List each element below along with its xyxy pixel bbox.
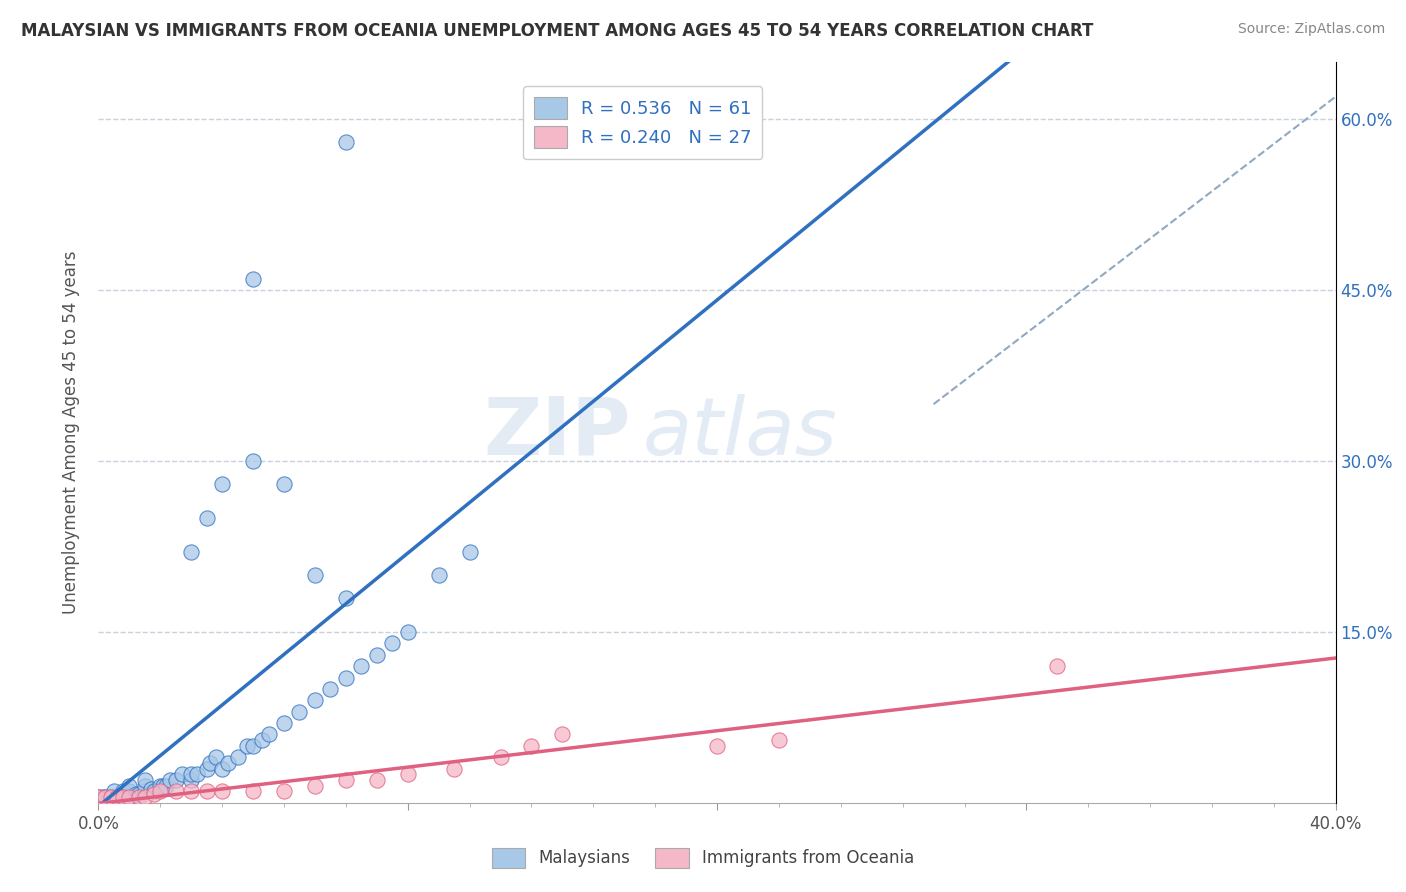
Point — [211, 762, 233, 776]
Point — [143, 784, 166, 798]
Text: MALAYSIAN VS IMMIGRANTS FROM OCEANIA UNEMPLOYMENT AMONG AGES 45 TO 54 YEARS CORR: MALAYSIAN VS IMMIGRANTS FROM OCEANIA UNE… — [21, 22, 1094, 40]
Point — [226, 750, 249, 764]
Point — [242, 454, 264, 468]
Point — [90, 790, 112, 805]
Point — [217, 756, 239, 770]
Point — [242, 784, 264, 798]
Point — [128, 790, 150, 805]
Text: ZIP: ZIP — [484, 393, 630, 472]
Point — [180, 767, 202, 781]
Point — [304, 568, 326, 582]
Point — [458, 545, 481, 559]
Point — [118, 779, 141, 793]
Point — [100, 790, 122, 805]
Point — [335, 772, 357, 787]
Point — [115, 790, 138, 805]
Point — [288, 705, 311, 719]
Point — [134, 790, 156, 805]
Point — [273, 476, 295, 491]
Point — [520, 739, 543, 753]
Point — [149, 784, 172, 798]
Point — [304, 779, 326, 793]
Point — [350, 659, 373, 673]
Point — [1046, 659, 1069, 673]
Point — [93, 790, 115, 805]
Point — [118, 784, 141, 798]
Point — [143, 787, 166, 801]
Point — [443, 762, 465, 776]
Point — [551, 727, 574, 741]
Point — [366, 648, 388, 662]
Point — [128, 787, 150, 801]
Point — [112, 790, 135, 805]
Point — [100, 790, 122, 805]
Point — [180, 545, 202, 559]
Point — [366, 772, 388, 787]
Point — [105, 790, 128, 805]
Point — [180, 772, 202, 787]
Point — [112, 784, 135, 798]
Point — [112, 790, 135, 805]
Point — [103, 784, 125, 798]
Point — [134, 784, 156, 798]
Point — [236, 739, 259, 753]
Point — [706, 739, 728, 753]
Point — [103, 790, 125, 805]
Point — [170, 767, 193, 781]
Legend: R = 0.536   N = 61, R = 0.240   N = 27: R = 0.536 N = 61, R = 0.240 N = 27 — [523, 87, 762, 159]
Point — [195, 762, 218, 776]
Point — [768, 733, 790, 747]
Point — [242, 739, 264, 753]
Point — [155, 779, 177, 793]
Point — [257, 727, 280, 741]
Point — [134, 772, 156, 787]
Point — [211, 476, 233, 491]
Point — [242, 272, 264, 286]
Point — [205, 750, 228, 764]
Point — [87, 790, 110, 805]
Point — [319, 681, 342, 696]
Point — [304, 693, 326, 707]
Point — [273, 784, 295, 798]
Point — [427, 568, 450, 582]
Point — [105, 790, 128, 805]
Point — [118, 790, 141, 805]
Point — [186, 767, 208, 781]
Point — [165, 772, 187, 787]
Point — [489, 750, 512, 764]
Text: Source: ZipAtlas.com: Source: ZipAtlas.com — [1237, 22, 1385, 37]
Point — [97, 790, 120, 805]
Legend: Malaysians, Immigrants from Oceania: Malaysians, Immigrants from Oceania — [485, 841, 921, 875]
Point — [335, 591, 357, 605]
Point — [335, 135, 357, 149]
Point — [252, 733, 274, 747]
Point — [396, 624, 419, 639]
Point — [195, 784, 218, 798]
Point — [211, 784, 233, 798]
Point — [134, 779, 156, 793]
Point — [93, 790, 115, 805]
Point — [195, 511, 218, 525]
Point — [139, 782, 162, 797]
Point — [152, 779, 174, 793]
Point — [149, 779, 172, 793]
Point — [396, 767, 419, 781]
Point — [87, 790, 110, 805]
Point — [124, 787, 146, 801]
Point — [159, 772, 181, 787]
Point — [180, 784, 202, 798]
Point — [108, 790, 131, 805]
Y-axis label: Unemployment Among Ages 45 to 54 years: Unemployment Among Ages 45 to 54 years — [62, 251, 80, 615]
Point — [165, 784, 187, 798]
Text: atlas: atlas — [643, 393, 838, 472]
Point — [118, 790, 141, 805]
Point — [381, 636, 404, 650]
Point — [273, 716, 295, 731]
Point — [198, 756, 221, 770]
Point — [335, 671, 357, 685]
